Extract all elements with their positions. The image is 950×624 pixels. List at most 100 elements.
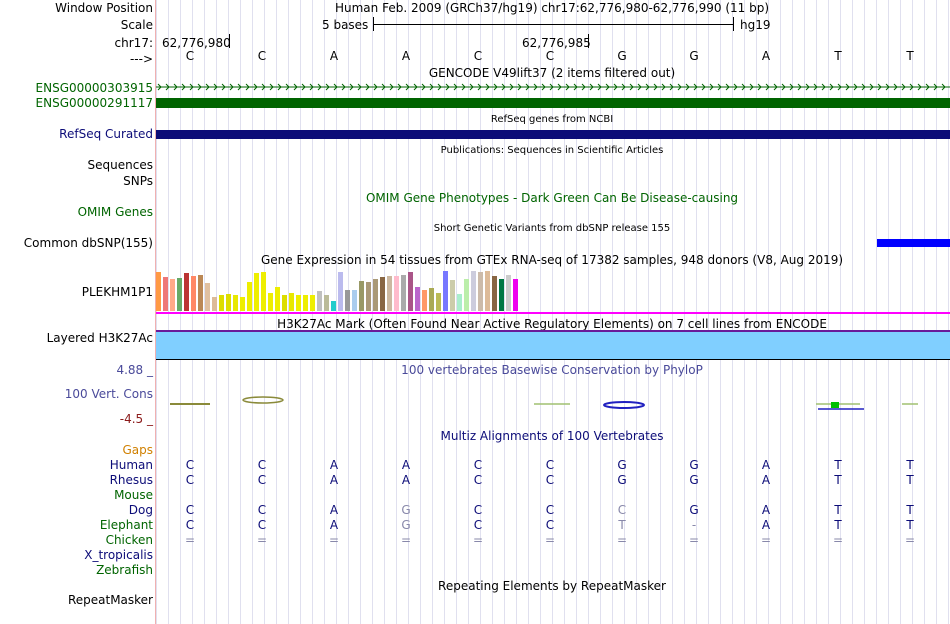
multiz-base: = — [328, 533, 340, 547]
label-ensg1[interactable]: ENSG00000303915 — [35, 81, 153, 95]
gtex-tissue-bar[interactable] — [415, 287, 420, 311]
multiz-base: C — [473, 473, 483, 487]
gtex-tissue-bar[interactable] — [457, 294, 462, 311]
scale-bar — [373, 24, 733, 25]
strand-chevron — [781, 83, 786, 91]
multiz-species-x_tropicalis[interactable]: X_tropicalis — [84, 548, 153, 562]
gtex-tissue-bar[interactable] — [268, 293, 273, 311]
multiz-species-rhesus[interactable]: Rhesus — [109, 473, 153, 487]
label-omim[interactable]: OMIM Genes — [77, 205, 153, 219]
strand-chevron — [213, 83, 218, 91]
label-ensg2[interactable]: ENSG00000291117 — [35, 96, 153, 110]
gtex-tissue-bar[interactable] — [303, 295, 308, 311]
gtex-tissue-bar[interactable] — [198, 275, 203, 311]
gtex-tissue-bar[interactable] — [359, 281, 364, 311]
gtex-tissue-bar[interactable] — [450, 280, 455, 311]
gtex-tissue-bar[interactable] — [394, 276, 399, 311]
strand-chevron — [821, 83, 826, 91]
label-plekhm[interactable]: PLEKHM1P1 — [81, 285, 153, 299]
gtex-tissue-bar[interactable] — [429, 288, 434, 311]
strand-chevron — [613, 83, 618, 91]
gtex-tissue-bar[interactable] — [275, 287, 280, 311]
gtex-tissue-bar[interactable] — [156, 272, 161, 311]
gtex-tissue-bar[interactable] — [226, 294, 231, 311]
gtex-tissue-bar[interactable] — [296, 295, 301, 311]
strand-chevron — [605, 83, 610, 91]
label-common-snp[interactable]: Common dbSNP(155) — [23, 236, 153, 250]
phylo-signal[interactable] — [156, 392, 950, 414]
gtex-tissue-bar[interactable] — [205, 283, 210, 311]
label-snps[interactable]: SNPs — [123, 174, 153, 188]
label-layered[interactable]: Layered H3K27Ac — [46, 331, 153, 345]
gtex-tissue-bar[interactable] — [380, 277, 385, 311]
gtex-tissue-bar[interactable] — [331, 301, 336, 311]
gtex-tissue-bar[interactable] — [443, 271, 448, 311]
gtex-barchart[interactable] — [156, 270, 556, 311]
gtex-tissue-bar[interactable] — [247, 282, 252, 311]
gtex-tissue-bar[interactable] — [219, 295, 224, 311]
gtex-tissue-bar[interactable] — [506, 275, 511, 311]
multiz-species-elephant[interactable]: Elephant — [99, 518, 153, 532]
gtex-tissue-bar[interactable] — [191, 276, 196, 311]
multiz-species-chicken[interactable]: Chicken — [105, 533, 153, 547]
gtex-tissue-bar[interactable] — [499, 279, 504, 311]
gtex-tissue-bar[interactable] — [471, 271, 476, 311]
gtex-tissue-bar[interactable] — [184, 273, 189, 311]
label-repeatmasker[interactable]: RepeatMasker — [67, 593, 153, 607]
strand-chevron — [709, 83, 714, 91]
multiz-species-dog[interactable]: Dog — [128, 503, 153, 517]
gtex-tissue-bar[interactable] — [338, 272, 343, 311]
h3k27-signal[interactable] — [156, 332, 950, 359]
gtex-tissue-bar[interactable] — [289, 293, 294, 311]
multiz-base: A — [761, 518, 771, 532]
gtex-tissue-bar[interactable] — [436, 293, 441, 311]
gtex-tissue-bar[interactable] — [373, 279, 378, 311]
multiz-species-zebrafish[interactable]: Zebrafish — [96, 563, 153, 577]
gtex-tissue-bar[interactable] — [282, 295, 287, 311]
strand-chevron — [413, 83, 418, 91]
gtex-tissue-bar[interactable] — [170, 279, 175, 311]
ensg2-feature[interactable] — [156, 98, 950, 108]
base-letter: T — [906, 49, 914, 63]
strand-chevron — [573, 83, 578, 91]
multiz-base: C — [257, 503, 267, 517]
gtex-tissue-bar[interactable] — [422, 290, 427, 311]
ensg1-feature[interactable] — [156, 82, 950, 92]
scale-tick-left — [373, 17, 374, 31]
strand-chevron — [805, 83, 810, 91]
multiz-species-human[interactable]: Human — [109, 458, 153, 472]
gtex-tissue-bar[interactable] — [408, 272, 413, 311]
gtex-tissue-bar[interactable] — [345, 290, 350, 311]
gtex-tissue-bar[interactable] — [352, 290, 357, 311]
gtex-tissue-bar[interactable] — [485, 271, 490, 311]
gtex-tissue-bar[interactable] — [310, 295, 315, 311]
gtex-tissue-bar[interactable] — [513, 279, 518, 311]
gtex-tissue-bar[interactable] — [240, 297, 245, 311]
gtex-tissue-bar[interactable] — [261, 272, 266, 311]
gtex-tissue-bar[interactable] — [464, 279, 469, 311]
gtex-tissue-bar[interactable] — [233, 295, 238, 311]
label-scale: Scale — [120, 18, 153, 32]
gtex-tissue-bar[interactable] — [324, 295, 329, 311]
gtex-tissue-bar[interactable] — [366, 282, 371, 311]
snp-feature[interactable] — [877, 239, 950, 247]
gtex-tissue-bar[interactable] — [317, 291, 322, 311]
gtex-tissue-bar[interactable] — [177, 278, 182, 311]
refseq-feature[interactable] — [156, 130, 950, 139]
strand-chevron — [469, 83, 474, 91]
left-border — [155, 0, 156, 624]
label-gaps[interactable]: Gaps — [122, 443, 153, 457]
label-sequences[interactable]: Sequences — [87, 158, 153, 172]
gtex-tissue-bar[interactable] — [492, 276, 497, 311]
gtex-tissue-bar[interactable] — [401, 275, 406, 311]
label-vert-cons[interactable]: 100 Vert. Cons — [64, 387, 153, 401]
gtex-tissue-bar[interactable] — [163, 277, 168, 311]
strand-chevron — [621, 83, 626, 91]
gtex-tissue-bar[interactable] — [254, 273, 259, 311]
multiz-species-mouse[interactable]: Mouse — [114, 488, 153, 502]
strand-chevron — [725, 83, 730, 91]
gtex-tissue-bar[interactable] — [387, 276, 392, 311]
label-refseq[interactable]: RefSeq Curated — [59, 127, 153, 141]
gtex-tissue-bar[interactable] — [212, 297, 217, 311]
gtex-tissue-bar[interactable] — [478, 272, 483, 311]
